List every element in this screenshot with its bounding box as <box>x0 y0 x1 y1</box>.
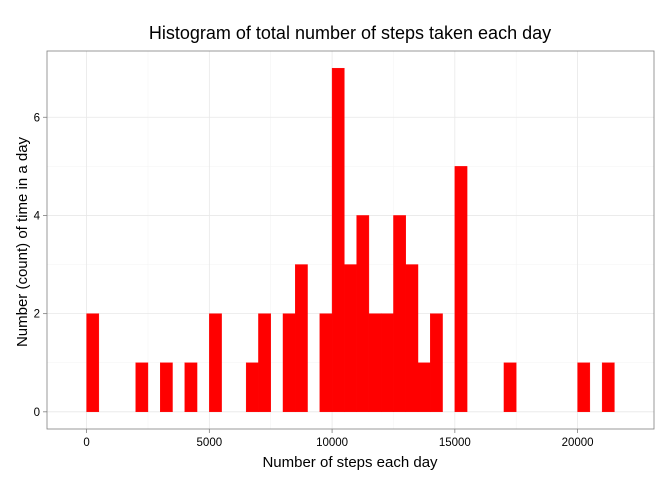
histogram-bar <box>368 313 382 413</box>
y-tick-label: 2 <box>34 309 40 321</box>
histogram-bar <box>319 313 333 413</box>
histogram-bar <box>209 313 222 413</box>
x-axis-ticks: 0 5000 10000 15000 20000 <box>83 429 594 449</box>
histogram-bar <box>454 166 468 413</box>
histogram-bar <box>86 313 100 413</box>
bars <box>86 67 615 413</box>
histogram-bar <box>356 215 370 413</box>
histogram-bar <box>282 313 296 413</box>
histogram-bar <box>430 313 443 413</box>
histogram-bar <box>380 313 394 413</box>
x-tick-label: 15000 <box>439 437 471 449</box>
histogram-bar <box>258 313 271 413</box>
y-tick-label: 0 <box>34 407 40 419</box>
x-axis-label: Number of steps each day <box>262 454 438 471</box>
histogram-bar <box>135 362 149 413</box>
histogram-bar <box>184 362 198 413</box>
y-axis-label: Number (count) of time in a day <box>14 136 31 347</box>
x-tick-label: 10000 <box>316 437 348 449</box>
histogram-bar <box>405 264 419 413</box>
histogram-bar <box>295 264 308 413</box>
histogram-bar <box>393 215 406 413</box>
plot-panel-border <box>46 50 655 430</box>
y-tick-label: 6 <box>34 112 40 124</box>
histogram-bar <box>601 362 615 413</box>
x-tick-label: 0 <box>83 437 89 449</box>
histogram-bar <box>417 362 431 413</box>
histogram-bar <box>577 362 591 413</box>
x-tick-label: 20000 <box>562 437 594 449</box>
histogram-bar <box>160 362 173 413</box>
histogram-bar <box>331 67 345 413</box>
y-tick-label: 4 <box>34 210 41 222</box>
histogram-bar <box>344 264 357 413</box>
histogram-bar <box>245 362 259 413</box>
chart-title: Histogram of total number of steps taken… <box>149 23 551 43</box>
y-axis-ticks: 0 2 4 6 <box>34 112 47 419</box>
histogram-bar <box>503 362 517 413</box>
x-tick-label: 5000 <box>197 437 223 449</box>
